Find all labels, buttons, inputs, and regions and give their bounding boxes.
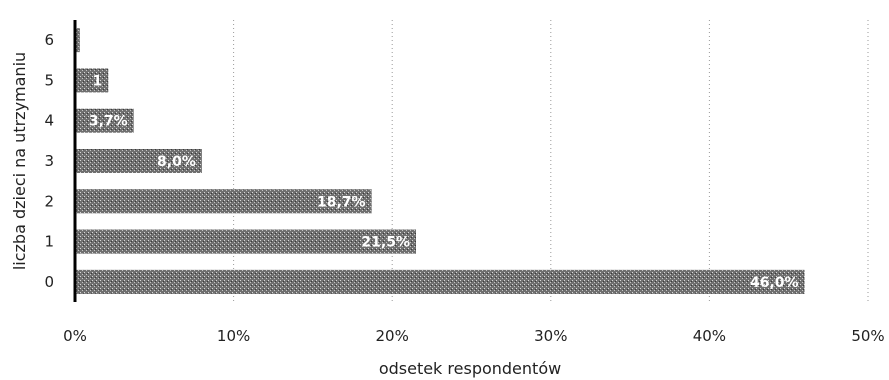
y-tick-label: 1: [44, 233, 54, 251]
y-tick-label: 5: [44, 71, 54, 89]
y-tick-label: 0: [44, 273, 54, 291]
y-tick-labels: 0 1 2 3 4 5 6: [44, 31, 54, 291]
x-tick-label: 40%: [693, 327, 726, 345]
data-label: 8,0%: [157, 154, 196, 170]
x-tick-label: 30%: [534, 327, 567, 345]
x-tick-label: 50%: [851, 327, 884, 345]
data-label: 3,7%: [89, 114, 128, 130]
bar: [75, 68, 109, 93]
bar: [75, 28, 80, 53]
y-tick-label: 4: [44, 112, 54, 130]
bar: [75, 229, 416, 254]
grid-lines: [233, 20, 869, 302]
x-tick-labels: 0% 10% 20% 30% 40% 50%: [63, 327, 885, 345]
x-tick-label: 0%: [63, 327, 87, 345]
bar: [75, 189, 372, 214]
data-labels: 46,0% 21,5% 18,7% 8,0% 3,7% 1: [89, 73, 799, 290]
data-label: 18,7%: [317, 194, 366, 210]
bar: [75, 269, 805, 294]
data-label: 21,5%: [361, 235, 410, 251]
x-tick-label: 20%: [376, 327, 409, 345]
y-tick-label: 2: [44, 192, 54, 210]
bar: [75, 108, 134, 133]
bar: [75, 149, 202, 173]
x-axis-title: odsetek respondentów: [379, 359, 561, 378]
x-tick-label: 10%: [217, 327, 250, 345]
data-label: 1: [93, 73, 103, 89]
y-tick-label: 3: [44, 152, 54, 170]
y-axis-title: liczba dzieci na utrzymaniu: [10, 52, 29, 270]
data-label: 46,0%: [750, 275, 799, 291]
y-tick-label: 6: [44, 31, 54, 49]
bars: [75, 28, 805, 294]
